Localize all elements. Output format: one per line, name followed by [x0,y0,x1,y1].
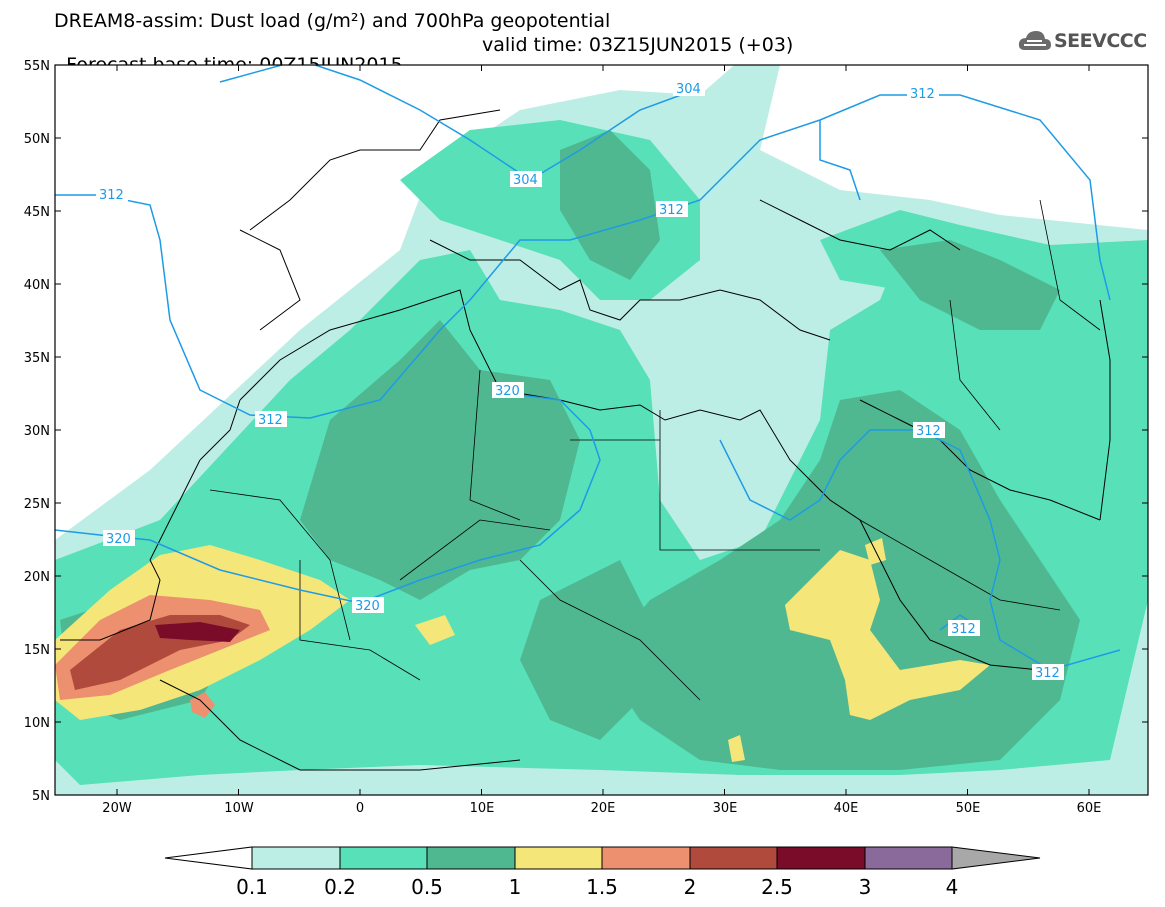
contour-label: 312 [659,203,684,218]
coastlines [60,109,1111,771]
lat-label: 30N [24,424,50,439]
lat-label: 5N [32,789,50,804]
contour-labels: 304 304 312 312 312 312 312 312 312 320 … [96,80,1064,681]
colorbar-swatch [864,846,953,870]
lon-label: 40E [834,801,859,816]
logo-text: SEEVCCC [1054,30,1147,52]
colorbar-label: 1.5 [586,875,618,899]
contour-label: 312 [1035,666,1060,681]
axis-ticks [55,64,1148,796]
contour-label: 304 [513,173,538,188]
contour-label: 312 [99,188,124,203]
colorbar-label: 3 [858,875,872,899]
lat-label: 55N [24,59,50,74]
colorbar-label: 0.1 [236,875,268,899]
contour-label: 320 [106,532,131,547]
colorbar-label: 2 [683,875,697,899]
colorbar-swatch [426,846,516,870]
lon-label: 10W [224,801,254,816]
map-title: DREAM8-assim: Dust load (g/m²) and 700hP… [54,10,611,32]
lon-label: 20E [591,801,616,816]
contour-label: 312 [916,424,941,439]
colorbar-low-arrow [164,846,253,870]
lat-label: 35N [24,351,50,366]
lat-label: 20N [24,570,50,585]
colorbar-swatch [339,846,428,870]
borders [209,199,1101,701]
lat-label: 10N [24,716,50,731]
contour-label: 312 [951,622,976,637]
lon-label: 50E [956,801,981,816]
lat-label: 15N [24,643,50,658]
lat-label: 40N [24,278,50,293]
lat-label: 25N [24,497,50,512]
colorbar-swatch [689,846,778,870]
geopotential-contours [55,65,1121,671]
lon-label: 0 [356,801,364,816]
colorbar-swatch [251,846,341,870]
lon-label: 30E [713,801,738,816]
colorbar-swatch [776,846,866,870]
dust-load-field [55,65,1148,795]
contour-label: 312 [258,413,283,428]
colorbar-label: 4 [945,875,959,899]
lon-label: 10E [470,801,495,816]
lon-label: 60E [1077,801,1102,816]
contour-label: 320 [495,384,520,399]
latitude-labels: 55N 50N 45N 40N 35N 30N 25N 20N 15N 10N … [24,59,50,804]
colorbar [164,846,1041,870]
colorbar-swatch [514,846,603,870]
longitude-labels: 20W 10W 0 10E 20E 30E 40E 50E 60E [102,801,1101,816]
lat-label: 45N [24,205,50,220]
colorbar-label: 0.5 [411,875,443,899]
contour-label: 320 [355,599,380,614]
seevccc-logo: SEEVCCC [1018,28,1147,54]
colorbar-label: 1 [508,875,522,899]
contour-label: 304 [676,82,701,97]
colorbar-swatch [601,846,691,870]
colorbar-label: 0.2 [324,875,356,899]
lat-label: 50N [24,132,50,147]
valid-time: valid time: 03Z15JUN2015 (+03) [482,34,794,56]
colorbar-high-arrow [951,846,1041,870]
cloud-icon [1018,31,1051,50]
contour-label: 312 [910,87,935,102]
colorbar-label: 2.5 [761,875,793,899]
lon-label: 20W [102,801,132,816]
